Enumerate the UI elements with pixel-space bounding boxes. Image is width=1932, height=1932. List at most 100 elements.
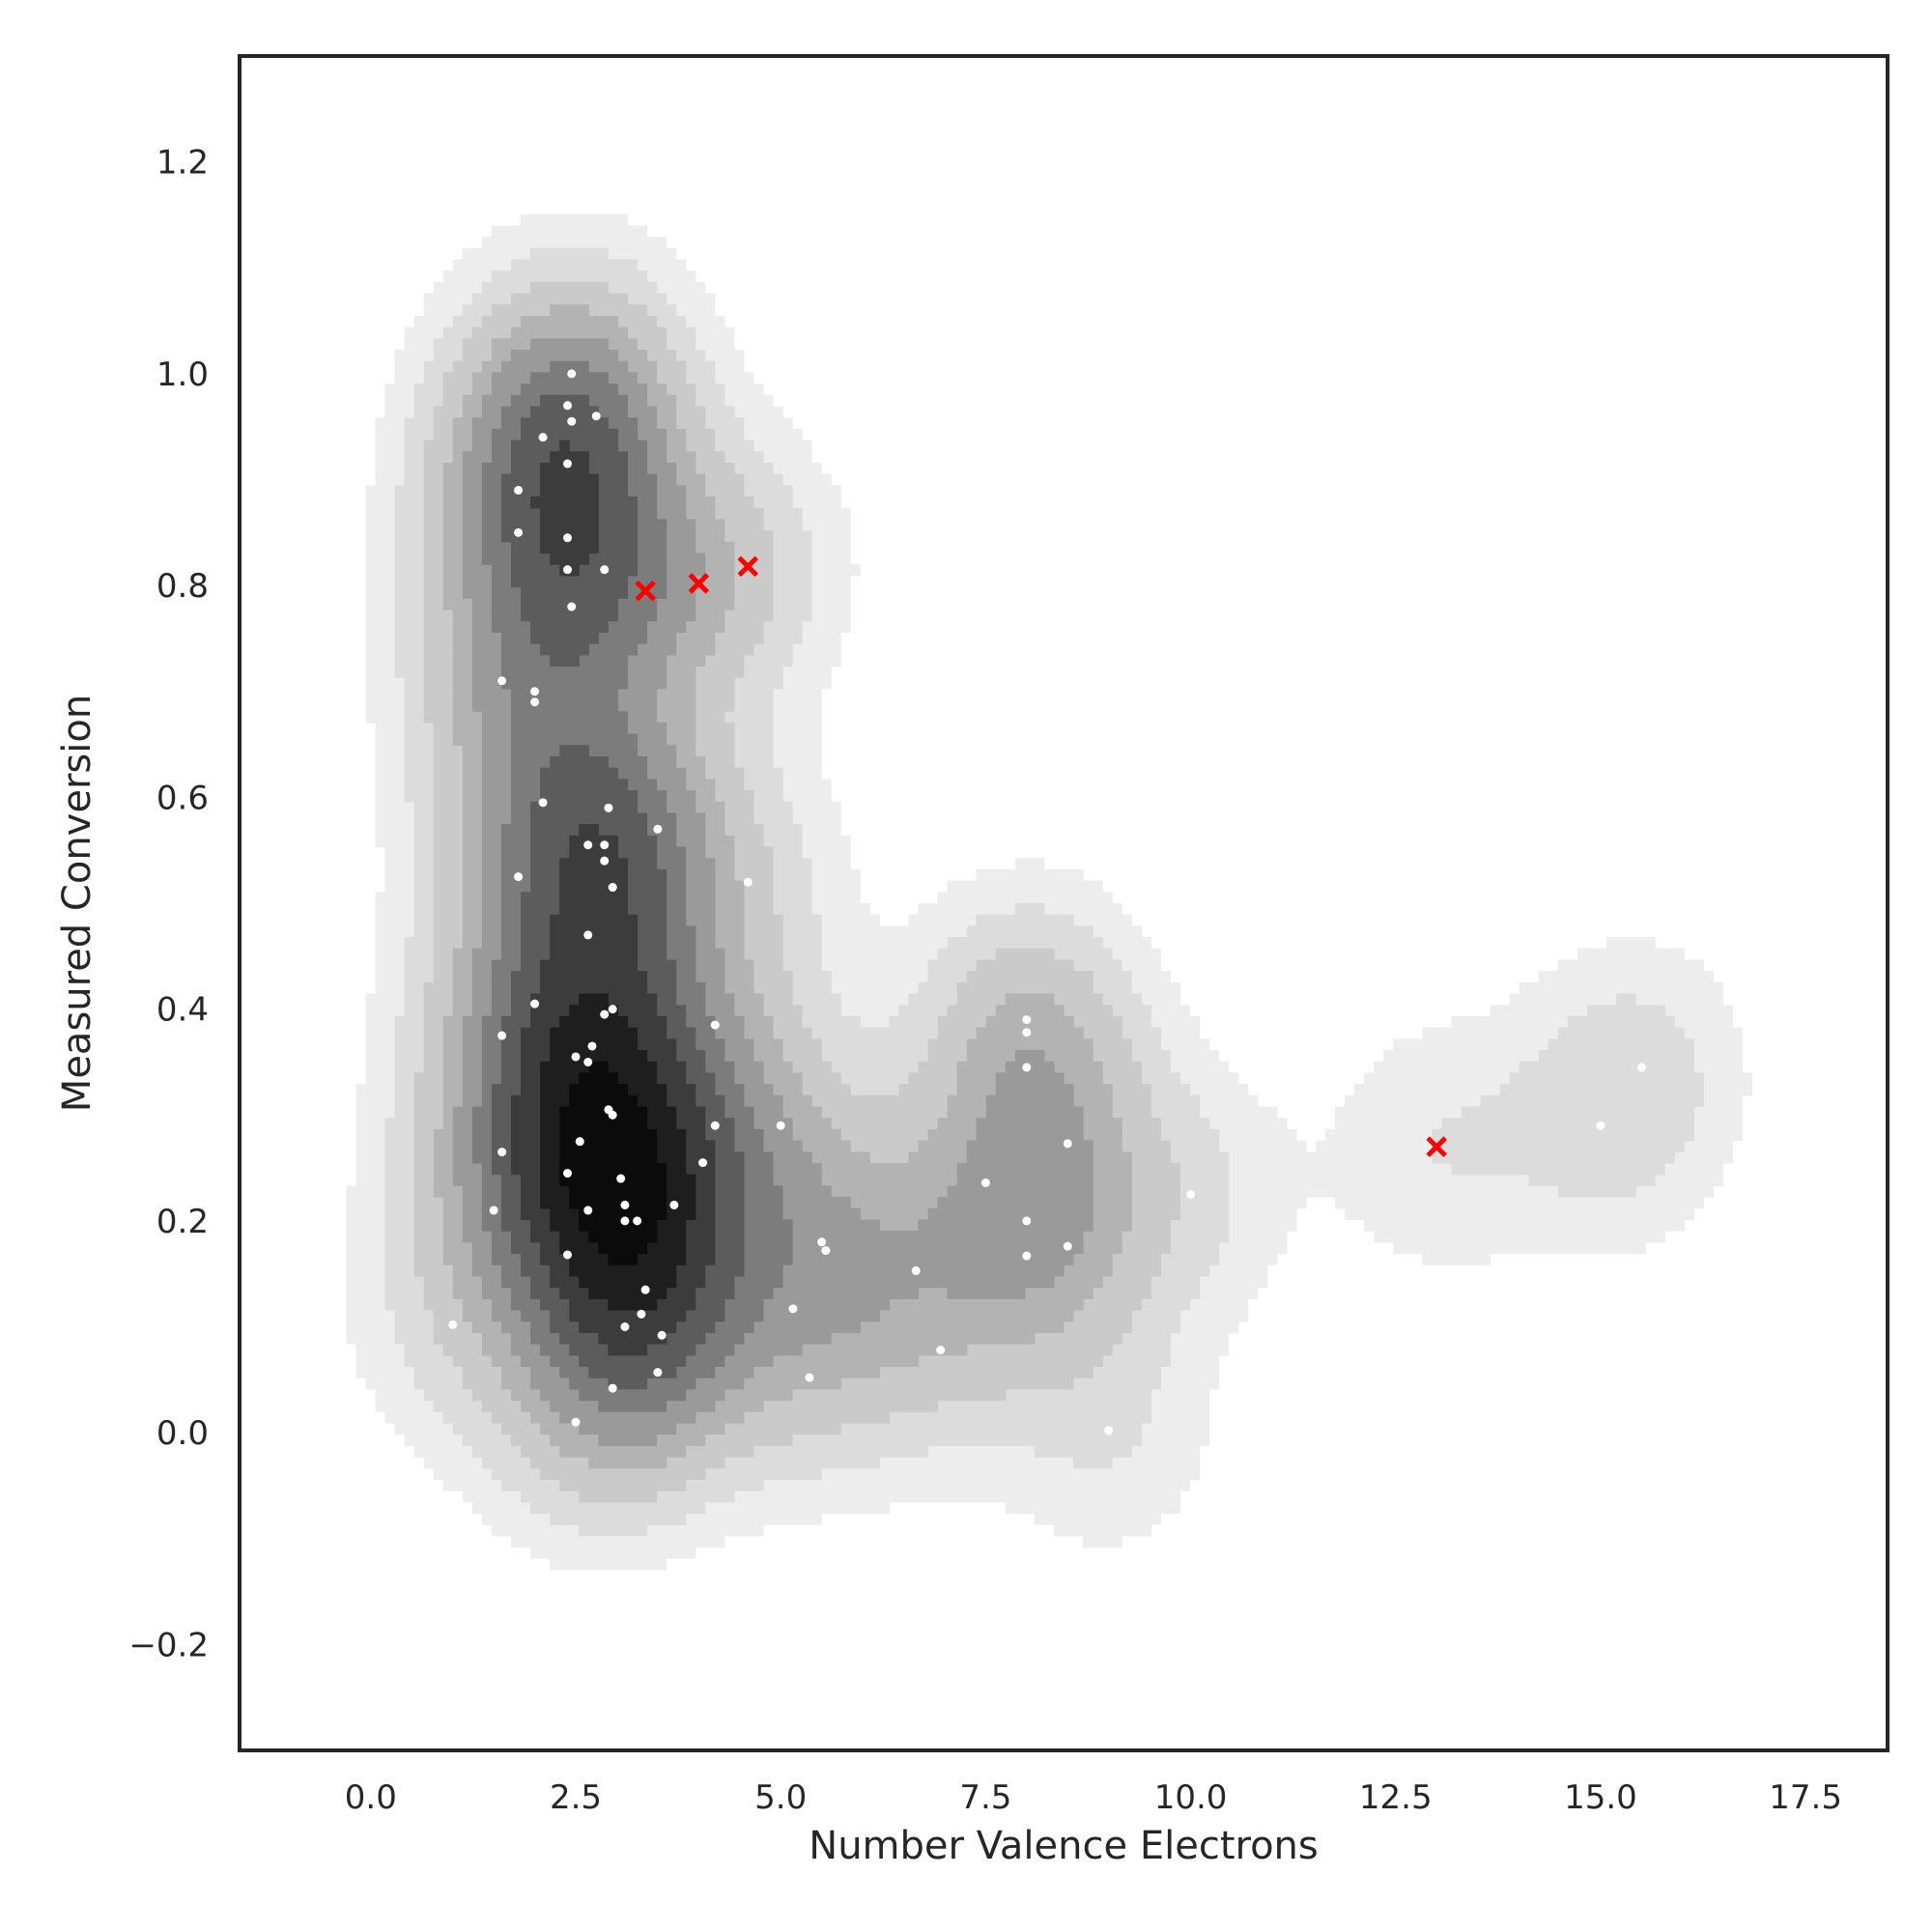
data-point: [1022, 1216, 1032, 1226]
data-point: [710, 1020, 720, 1030]
data-point: [608, 1383, 617, 1393]
data-point: [620, 1200, 630, 1209]
data-point: [600, 840, 610, 850]
highlight-marker: [737, 555, 758, 578]
data-point: [563, 533, 573, 543]
data-point: [563, 1250, 573, 1260]
data-point: [604, 803, 613, 812]
data-point: [571, 1052, 581, 1062]
data-point: [567, 369, 577, 379]
data-point: [620, 1216, 630, 1226]
data-point: [575, 1137, 584, 1147]
highlight-marker: [1426, 1136, 1447, 1157]
x-axis-ticks: 0.0 2.5 5.0 7.5 10.0 12.5 15.0 17.5: [345, 1778, 1842, 1817]
data-point: [1636, 1063, 1646, 1072]
data-point: [657, 1330, 667, 1340]
data-point: [587, 1041, 597, 1051]
data-point: [538, 798, 548, 808]
data-point: [805, 1373, 814, 1382]
y-tick-label: −0.2: [128, 1626, 209, 1664]
data-point: [1022, 1251, 1032, 1261]
data-point: [571, 1417, 581, 1427]
x-tick-label: 2.5: [550, 1778, 602, 1817]
highlight-points: [635, 555, 1447, 1157]
data-point: [1022, 1015, 1032, 1025]
data-point: [497, 1031, 507, 1040]
data-point: [600, 1009, 610, 1019]
y-axis-ticks: −0.2 0.0 0.2 0.4 0.6 0.8 1.0 1.2: [128, 144, 209, 1665]
data-point: [608, 1110, 617, 1120]
data-point: [538, 433, 548, 442]
data-point: [620, 1322, 630, 1331]
density-contours: [346, 213, 1753, 1571]
data-point: [563, 401, 573, 411]
x-tick-label: 15.0: [1564, 1778, 1637, 1817]
plot-area: [240, 56, 1888, 1750]
data-point: [817, 1237, 827, 1247]
y-tick-label: 0.4: [156, 991, 209, 1030]
x-tick-label: 7.5: [959, 1778, 1011, 1817]
y-tick-label: 0.0: [156, 1414, 209, 1453]
data-point: [698, 1158, 708, 1168]
data-point: [1063, 1139, 1072, 1149]
x-tick-label: 17.5: [1769, 1778, 1842, 1817]
data-point: [563, 459, 573, 469]
data-point: [497, 1148, 507, 1157]
scatter-points: [448, 369, 1646, 1435]
highlight-marker: [635, 580, 656, 602]
data-point: [448, 1320, 458, 1329]
data-point: [600, 565, 610, 575]
x-tick-label: 0.0: [345, 1778, 397, 1817]
data-point: [633, 1216, 642, 1226]
data-point: [637, 1309, 646, 1319]
x-tick-label: 10.0: [1154, 1778, 1228, 1817]
data-point: [1063, 1241, 1072, 1251]
data-point: [514, 527, 524, 537]
data-point: [583, 930, 593, 940]
data-point: [640, 1285, 650, 1294]
data-point: [608, 883, 617, 893]
data-point: [514, 485, 524, 495]
data-point: [489, 1206, 498, 1215]
data-point: [776, 1121, 785, 1130]
y-axis-label: Measured Conversion: [55, 695, 99, 1112]
data-point: [1104, 1426, 1114, 1435]
y-tick-label: 0.6: [156, 779, 209, 817]
x-tick-label: 12.5: [1359, 1778, 1433, 1817]
data-point: [1022, 1028, 1032, 1037]
data-point: [567, 416, 577, 426]
data-point: [653, 1368, 663, 1378]
data-point: [591, 412, 601, 421]
data-point: [563, 565, 573, 575]
y-tick-label: 1.0: [156, 355, 209, 394]
data-point: [514, 872, 524, 882]
data-point: [616, 1174, 626, 1183]
data-point: [669, 1200, 679, 1209]
data-point: [600, 856, 610, 866]
data-point: [653, 824, 663, 834]
data-point: [821, 1246, 831, 1256]
data-point: [1186, 1189, 1196, 1199]
data-point: [563, 1169, 573, 1179]
data-point: [980, 1178, 990, 1187]
y-tick-label: 0.8: [156, 567, 209, 606]
data-point: [1596, 1121, 1605, 1130]
data-point: [497, 676, 507, 686]
data-point: [911, 1265, 921, 1275]
data-point: [788, 1304, 798, 1314]
data-point: [583, 1057, 593, 1066]
y-tick-label: 1.2: [156, 144, 209, 183]
x-tick-label: 5.0: [754, 1778, 807, 1817]
data-point: [583, 840, 593, 850]
plot-frame: [238, 54, 1889, 1752]
data-point: [530, 687, 540, 696]
data-point: [710, 1121, 720, 1130]
data-point: [1022, 1063, 1032, 1072]
y-tick-label: 0.2: [156, 1203, 209, 1241]
data-point: [567, 602, 577, 611]
highlight-marker: [688, 573, 710, 594]
data-point: [743, 877, 753, 887]
data-point: [608, 1005, 617, 1014]
x-axis-label: Number Valence Electrons: [809, 1824, 1318, 1868]
